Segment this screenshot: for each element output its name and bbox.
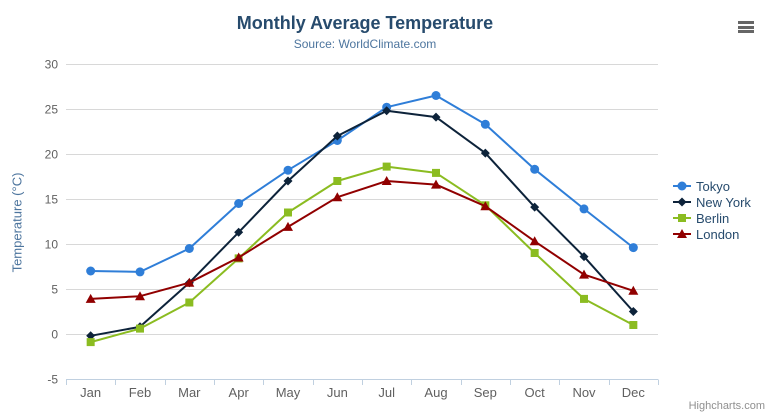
series-tokyo [86,91,638,277]
series-line-berlin [89,165,635,344]
data-point-marker-tokyo[interactable] [234,199,244,208]
data-point-marker-london[interactable] [135,291,145,301]
data-point-marker-tokyo[interactable] [480,119,490,129]
hamburger-icon [738,21,754,24]
data-point-marker-berlin[interactable] [284,208,292,217]
hamburger-icon [738,30,754,33]
data-point-marker-berlin[interactable] [530,249,539,257]
data-point-marker-berlin[interactable] [185,298,194,307]
series-line-tokyo [89,94,635,273]
legend-label: Berlin [696,210,730,226]
legend-marker-symbol [678,214,686,222]
data-point-marker-new-york[interactable] [234,227,244,237]
data-point-marker-new-york[interactable] [628,307,638,316]
data-point-marker-berlin[interactable] [580,294,588,303]
legend-marker-symbol [677,181,687,191]
data-point-marker-tokyo[interactable] [184,244,194,253]
legend-label: London [696,226,740,242]
data-point-marker-new-york[interactable] [382,106,392,116]
y-axis-tick-label: -5 [47,373,58,387]
x-axis-tick-label: Sep [474,385,497,400]
data-point-marker-berlin[interactable] [86,338,95,347]
data-point-marker-tokyo[interactable] [579,204,589,214]
x-axis-tick-label: Feb [129,385,151,400]
data-point-marker-london[interactable] [529,236,540,246]
data-point-marker-new-york[interactable] [480,148,490,158]
data-point-marker-new-york[interactable] [431,112,441,122]
data-point-marker-london[interactable] [184,277,195,287]
legend-item-berlin[interactable]: Berlin [673,210,751,226]
legend-label: Tokyo [696,178,730,194]
data-point-marker-tokyo[interactable] [530,164,540,174]
y-axis-tick-label: 0 [51,328,58,342]
data-point-marker-london[interactable] [85,293,96,303]
data-point-marker-london[interactable] [628,285,639,295]
data-point-marker-london[interactable] [283,221,293,231]
legend-marker-diamond-icon [673,197,691,207]
data-point-marker-tokyo[interactable] [135,267,145,277]
data-point-marker-new-york[interactable] [579,252,589,262]
series-london [85,176,639,303]
x-axis-tick-label: May [276,385,301,400]
data-point-marker-tokyo[interactable] [86,266,96,276]
legend: Tokyo New York Berlin London [673,178,751,242]
data-point-marker-tokyo[interactable] [283,165,293,175]
y-axis-tick-label: 10 [45,238,59,252]
x-axis-tick-label: Aug [424,385,447,400]
data-point-marker-tokyo[interactable] [628,243,638,253]
legend-marker-symbol [677,197,687,207]
x-axis-tick-label: Apr [229,385,250,400]
data-point-marker-tokyo[interactable] [431,91,441,100]
y-axis-tick-label: 25 [45,103,59,117]
x-axis-tick-label: Mar [178,385,201,400]
data-point-marker-london[interactable] [431,179,441,189]
x-axis-tick-label: Nov [572,385,596,400]
y-axis-tick-label: 20 [45,148,59,162]
legend-item-new-york[interactable]: New York [673,194,751,210]
legend-label: New York [696,194,751,210]
x-axis-tick-label: Dec [622,385,646,400]
data-point-marker-london[interactable] [381,176,392,185]
data-point-marker-london[interactable] [233,252,244,262]
highcharts-credits-link[interactable]: Highcharts.com [688,400,765,412]
series-line-new-york [89,109,635,337]
data-point-marker-berlin[interactable] [136,324,144,333]
series-new-york [86,106,638,341]
chart-title: Monthly Average Temperature [236,13,494,33]
series-line-london [89,180,635,300]
hamburger-icon [738,25,754,29]
data-point-marker-berlin[interactable] [382,162,391,171]
legend-marker-square-icon [673,214,691,222]
y-axis-tick-label: 15 [45,193,59,207]
data-point-marker-berlin[interactable] [333,177,342,185]
x-axis-tick-label: Jun [327,385,348,400]
data-point-marker-new-york[interactable] [332,131,342,141]
data-point-marker-new-york[interactable] [283,176,293,186]
data-point-marker-london[interactable] [332,192,343,202]
legend-marker-circle-icon [673,181,691,191]
data-point-marker-berlin[interactable] [629,321,638,329]
x-axis-tick-label: Oct [525,385,546,400]
data-point-marker-london[interactable] [579,269,589,279]
x-axis-tick-label: Jan [80,385,101,400]
y-axis-tick-label: 5 [51,283,58,297]
y-axis-title: Temperature (°C) [9,172,25,273]
data-point-marker-london[interactable] [480,201,491,211]
chart-subtitle: Source: WorldClimate.com [293,37,437,51]
legend-item-london[interactable]: London [673,226,751,242]
legend-marker-triangle-icon [673,229,691,238]
data-point-marker-new-york[interactable] [86,331,96,341]
legend-marker-symbol [677,229,687,238]
x-axis-tick-label: Jul [378,385,395,400]
data-point-marker-berlin[interactable] [432,168,440,177]
data-point-marker-new-york[interactable] [530,202,540,212]
legend-item-tokyo[interactable]: Tokyo [673,178,751,194]
context-menu-button[interactable] [738,19,756,35]
y-axis-tick-label: 30 [45,58,59,72]
